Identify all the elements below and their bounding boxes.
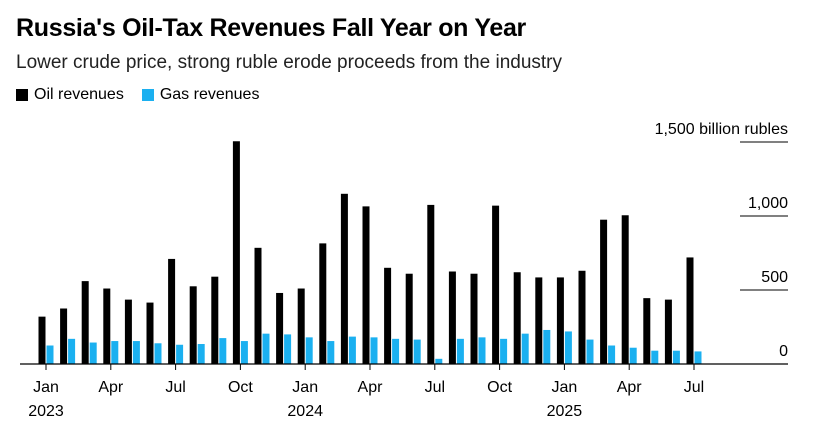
y-tick-label: 500 [761,269,788,286]
bar-gas [456,338,464,364]
bar-oil [643,298,651,364]
bar-oil [124,299,132,364]
bar-oil [81,281,89,364]
bar-gas [305,337,313,364]
bar-oil [146,302,154,364]
bar-gas [132,341,140,364]
bar-oil [448,271,456,364]
bar-oil [189,286,197,364]
legend-swatch-gas [141,89,154,101]
bar-gas [521,333,529,364]
bar-gas [564,331,572,364]
bar-gas [348,336,356,364]
legend-label-gas: Gas revenues [159,86,260,103]
x-tick-label: Jan [552,379,578,396]
bar-gas [608,345,616,364]
x-tick-label: Apr [98,379,124,396]
bar-gas [284,334,292,364]
bar-oil [340,193,348,364]
legend-item-oil: Oil revenues [16,86,124,104]
bar-gas [413,339,421,364]
bar-oil [492,205,500,364]
bar-oil [103,288,111,364]
bar-oil [319,243,327,364]
bar-gas [672,350,680,364]
bar-gas [89,342,97,364]
legend: Oil revenues Gas revenues [16,86,277,104]
bar-oil [276,292,284,364]
bar-gas [392,338,400,364]
x-year-label: 2024 [287,403,323,420]
legend-swatch-oil [16,89,28,101]
y-tick-label: 1,000 [748,195,788,212]
bar-oil [211,276,219,364]
bar-oil [600,219,608,364]
x-tick-label: Jul [165,379,185,396]
bar-gas [240,341,248,364]
bar-oil [535,277,543,364]
bar-gas [262,333,270,364]
bar-oil [362,206,370,364]
bar-oil [427,204,435,364]
legend-item-gas: Gas revenues [141,86,260,104]
x-year-label: 2023 [28,403,64,420]
bar-oil [686,257,694,364]
bar-oil [578,270,586,364]
bar-gas [46,345,54,364]
bar-gas [435,358,443,364]
bar-oil [254,247,262,364]
bar-oil [168,258,176,364]
bar-gas [370,337,378,364]
bar-oil [513,272,521,364]
bar-oil [664,299,672,364]
chart-subtitle: Lower crude price, strong ruble erode pr… [16,52,562,73]
x-year-label: 2025 [547,403,583,420]
y-tick-label: 0 [779,343,788,360]
bar-oil [470,273,478,364]
bar-gas [543,329,551,364]
x-tick-label: Jul [684,379,704,396]
bar-gas [68,338,76,364]
bar-gas [629,347,637,364]
legend-label-oil: Oil revenues [34,86,124,103]
bar-oil [297,288,305,364]
bar-oil [405,273,413,364]
bar-gas [478,337,486,364]
x-tick-label: Apr [617,379,643,396]
chart-title: Russia's Oil-Tax Revenues Fall Year on Y… [16,14,526,42]
bar-gas [327,341,335,364]
x-tick-label: Apr [358,379,384,396]
bar-gas [219,338,227,364]
bar-gas [651,350,659,364]
bar-oil [384,267,392,364]
bar-gas [111,341,119,364]
bar-oil [38,316,46,364]
x-tick-label: Jan [292,379,318,396]
bar-gas [586,339,594,364]
y-tick-label: 1,500 billion rubles [655,121,788,138]
x-tick-label: Jan [33,379,59,396]
bar-oil [60,308,68,364]
bar-oil [621,215,629,364]
bar-oil [556,277,564,364]
bar-gas [500,338,508,364]
bar-gas [694,351,702,364]
x-tick-label: Jul [425,379,445,396]
bar-oil [232,141,240,364]
bar-gas [176,344,184,364]
bar-gas [197,344,205,364]
x-tick-label: Oct [487,379,512,396]
bar-gas [154,343,162,364]
x-tick-label: Oct [228,379,253,396]
